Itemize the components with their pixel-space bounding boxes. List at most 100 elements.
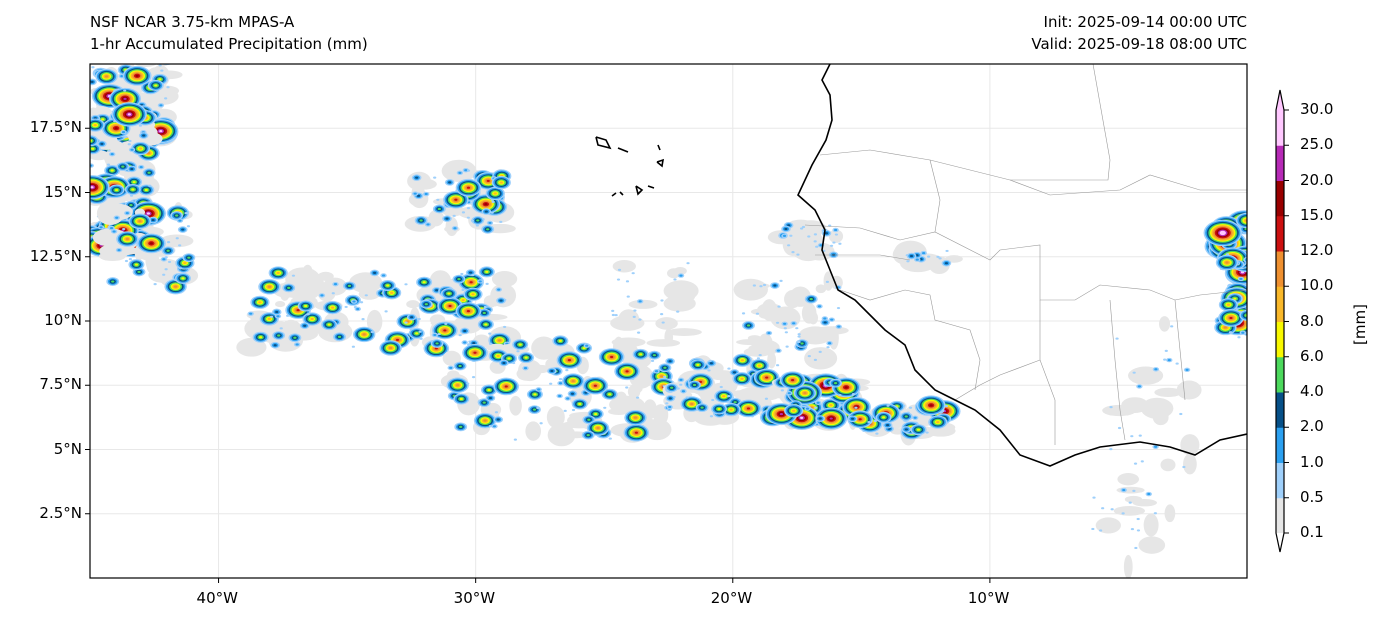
precip-cell [565,369,569,372]
precip-cell [117,54,127,61]
precip-cell [445,217,449,220]
precip-cell [663,366,667,369]
precip-cell [122,227,126,231]
precip-cell [418,330,422,333]
precip-cell [708,359,712,362]
precip-cell [488,342,493,346]
precip-cell [419,219,423,222]
precip-cell [164,55,170,59]
precip-cell [356,307,360,311]
precip-cell [124,259,129,263]
precip-cell [1133,462,1138,465]
precip-cell [1167,358,1171,362]
precip-cell [111,280,115,283]
precip-cell [435,289,439,292]
colorbar-segment [1276,321,1284,358]
precip-cell [453,227,457,230]
precip-cell [792,409,796,412]
precip-cell [459,425,463,429]
precip-cell [875,432,879,435]
precip-cell [746,324,751,327]
precip-cell [461,299,465,302]
precip-cell [162,273,166,276]
precip-cell [488,332,492,335]
precip-cell [709,415,714,418]
colorbar-tick-label: 0.1 [1300,523,1324,541]
precip-cell [558,394,562,398]
precip-cell [709,362,713,365]
precip-cell [419,337,423,340]
precip-cell [117,248,121,252]
precip-cell [499,181,503,184]
precip-cell [384,310,388,313]
precip-cell [1225,261,1229,264]
precip-cell [759,285,763,288]
precip-cell [582,347,586,350]
precip-cell [755,312,760,315]
precip-light [815,284,827,294]
precip-cell [466,207,471,210]
precip-cell [690,402,694,406]
precip-cell [752,284,756,287]
precip-cell [945,249,949,253]
colorbar-segment [1276,392,1284,428]
colorbar-tick-label: 10.0 [1300,276,1334,295]
precip-cell [784,331,788,334]
precip-cell [516,350,520,353]
precip-cell [944,262,949,265]
precip-cell [837,325,841,328]
precip-cell [410,316,414,319]
precip-cell [114,188,119,192]
precip-cell [164,97,168,100]
precip-cell [119,55,125,59]
precip-cell [461,211,466,214]
precip-cell [123,97,127,100]
precip-cell [463,341,467,344]
precip-field [90,54,1247,578]
precip-cell [134,263,139,266]
precip-cell [660,313,664,316]
precip-cell [780,389,784,392]
precip-light [646,339,681,347]
precip-cell [679,378,683,381]
precip-cell [916,428,921,431]
precip-cell [130,148,134,151]
precip-cell [719,385,723,389]
precip-cell [625,370,629,373]
precip-cell [791,251,795,254]
precip-cell [513,438,517,441]
precip-cell [121,131,126,134]
precip-cell [306,313,310,316]
precip-cell [777,305,781,308]
precip-cell [184,211,188,215]
precip-cell [424,192,428,196]
precip-cell [586,434,590,437]
precip-cell [448,181,452,184]
precip-light [442,350,461,366]
precip-cell [800,342,804,345]
precip-cell [915,258,919,261]
precip-cell [733,401,737,404]
precip-cell [679,383,683,386]
precip-cell [1244,227,1247,231]
precip-cell [1109,447,1113,451]
x-tick-label: 40°W [196,589,238,607]
precip-cell [386,284,390,287]
precip-light [628,299,658,309]
precip-cell [638,300,642,303]
precip-light [653,404,669,426]
precip-cell [814,406,818,409]
precip-cell [523,367,528,370]
precip-cell [549,382,553,385]
colorbar-segment [1276,427,1284,463]
precip-cell [486,179,490,183]
precip-cell [164,256,168,259]
precip-cell [148,184,152,187]
precip-cell [668,360,672,363]
precip-light [96,201,125,226]
precip-cell [834,233,839,236]
colorbar-extend-max [1276,90,1284,110]
precip-light [1140,397,1174,419]
precip-cell [1228,331,1233,334]
precip-light [808,311,819,325]
